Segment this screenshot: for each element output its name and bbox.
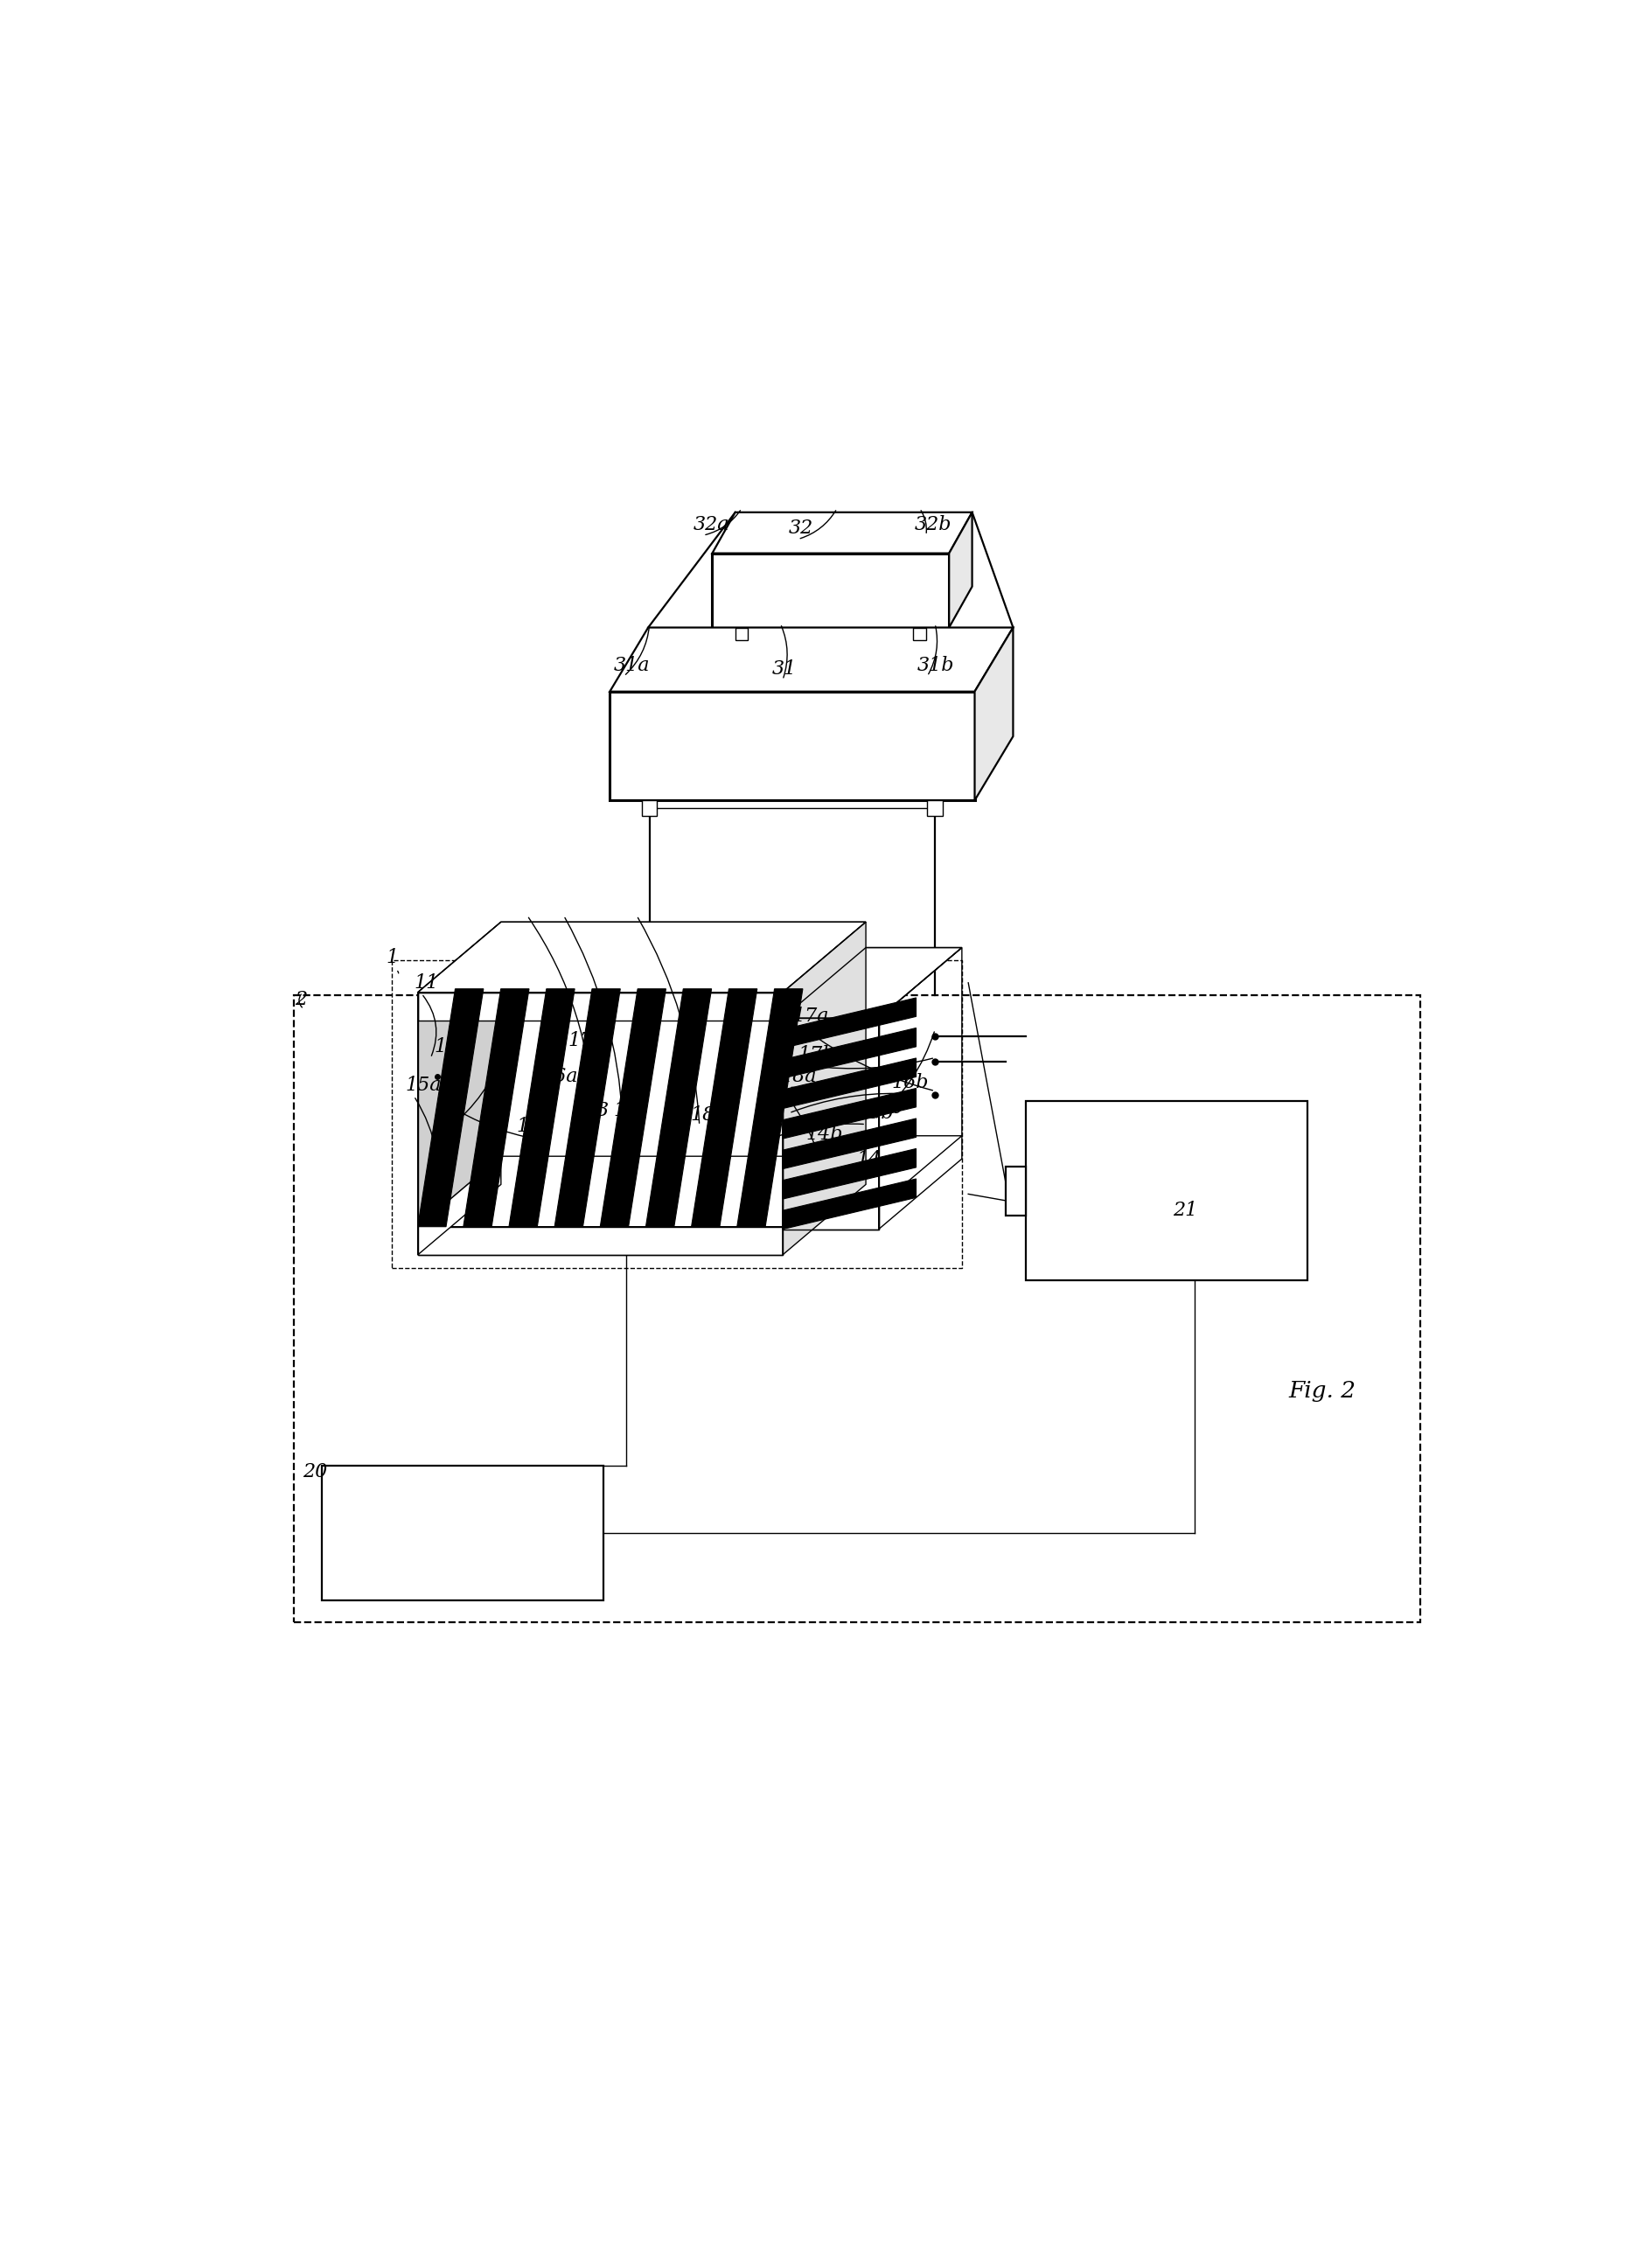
Text: 12: 12	[434, 1037, 459, 1057]
Polygon shape	[783, 1149, 917, 1198]
Text: 2: 2	[294, 990, 307, 1010]
Text: 15b: 15b	[857, 1104, 894, 1122]
Polygon shape	[975, 628, 1013, 801]
Text: 21: 21	[1173, 1201, 1198, 1221]
Polygon shape	[418, 922, 866, 992]
Polygon shape	[418, 922, 501, 1254]
Text: 32b: 32b	[915, 514, 952, 534]
Text: 18b: 18b	[866, 1100, 904, 1118]
Text: voltage detecting: voltage detecting	[1104, 1156, 1231, 1171]
Polygon shape	[600, 990, 666, 1227]
Polygon shape	[610, 691, 975, 801]
Text: controller: controller	[425, 1526, 501, 1542]
Polygon shape	[418, 992, 783, 1021]
Text: 16: 16	[613, 1102, 638, 1120]
Polygon shape	[1026, 1102, 1308, 1281]
Polygon shape	[735, 628, 748, 640]
Polygon shape	[418, 1227, 783, 1254]
Polygon shape	[463, 990, 529, 1227]
Text: 11: 11	[415, 974, 439, 992]
Polygon shape	[783, 1019, 879, 1041]
Polygon shape	[555, 990, 620, 1227]
Polygon shape	[643, 801, 657, 817]
Polygon shape	[712, 554, 950, 628]
Polygon shape	[610, 628, 1013, 691]
Text: 17b: 17b	[798, 1046, 836, 1064]
Text: 14a: 14a	[517, 1118, 553, 1135]
Polygon shape	[950, 512, 971, 628]
Text: 20: 20	[302, 1463, 327, 1481]
Text: 31b: 31b	[917, 655, 955, 675]
Polygon shape	[418, 990, 484, 1227]
Polygon shape	[783, 922, 866, 1254]
Text: Fig. 2: Fig. 2	[1289, 1380, 1356, 1402]
Polygon shape	[783, 1028, 917, 1079]
Text: 17a: 17a	[793, 1008, 829, 1026]
Text: 14b: 14b	[806, 1124, 843, 1144]
Polygon shape	[322, 1465, 603, 1600]
Polygon shape	[783, 947, 961, 1019]
Text: 1: 1	[387, 947, 398, 967]
Polygon shape	[692, 990, 757, 1227]
Text: 32: 32	[790, 518, 814, 539]
Polygon shape	[509, 990, 575, 1227]
Polygon shape	[783, 999, 917, 1048]
Text: 13: 13	[585, 1102, 610, 1120]
Text: 31: 31	[773, 660, 798, 678]
Text: circuit: circuit	[1145, 1198, 1189, 1214]
Text: 16a: 16a	[542, 1066, 578, 1086]
Text: 31a: 31a	[613, 655, 649, 675]
Polygon shape	[914, 628, 927, 640]
Polygon shape	[418, 1156, 866, 1227]
Polygon shape	[783, 1059, 917, 1109]
Polygon shape	[783, 1135, 961, 1207]
Text: 32a: 32a	[694, 514, 729, 534]
Text: 17: 17	[568, 1030, 593, 1050]
Text: 18: 18	[691, 1104, 715, 1124]
Polygon shape	[418, 1156, 501, 1254]
Polygon shape	[783, 1088, 917, 1138]
Polygon shape	[927, 801, 943, 817]
Polygon shape	[737, 990, 803, 1227]
Polygon shape	[783, 1118, 917, 1169]
Polygon shape	[712, 512, 971, 554]
Polygon shape	[1006, 1167, 1026, 1216]
Text: 15: 15	[491, 1037, 515, 1057]
Polygon shape	[783, 1178, 917, 1230]
Polygon shape	[783, 1207, 879, 1230]
Text: 16b: 16b	[892, 1073, 928, 1093]
Text: 18a: 18a	[780, 1066, 816, 1086]
Text: 14: 14	[857, 1149, 882, 1169]
Polygon shape	[646, 990, 712, 1227]
Text: 15a: 15a	[405, 1075, 441, 1095]
